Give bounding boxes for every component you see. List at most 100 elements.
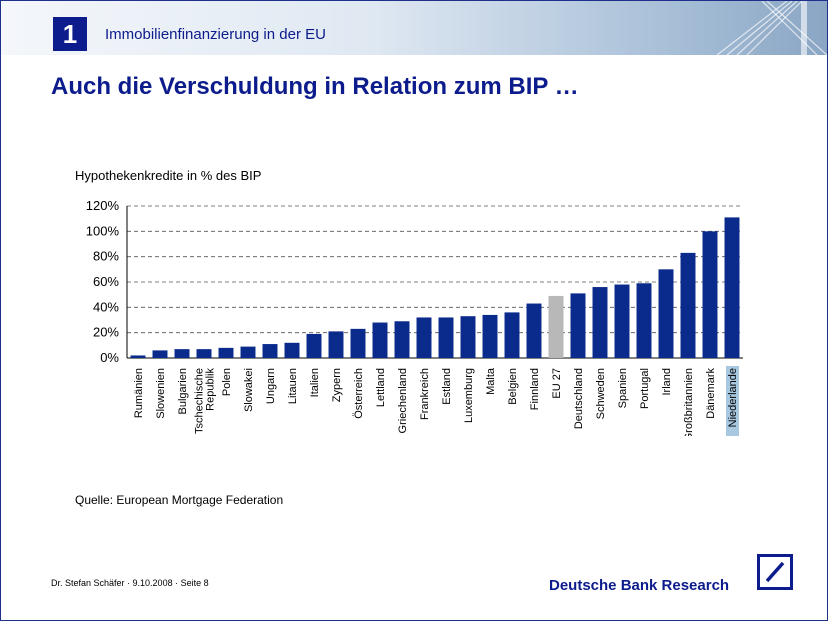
x-tick-label: Finnland <box>529 368 541 410</box>
bar <box>636 283 652 358</box>
x-tick-label: Dänemark <box>705 368 717 419</box>
x-tick-label-line: Polen <box>221 368 233 396</box>
x-tick-label: Niederlande <box>726 366 739 436</box>
bar <box>174 349 190 358</box>
x-tick-label-line: Republik <box>205 368 217 411</box>
header-bridge-graphic <box>717 1 827 55</box>
bar <box>614 284 630 358</box>
x-tick-label: Luxemburg <box>463 368 475 423</box>
x-tick-label-line: EU 27 <box>551 368 563 399</box>
bar <box>658 269 674 358</box>
x-tick-label: Schweden <box>595 368 607 419</box>
bar <box>482 314 498 358</box>
x-tick-label: Deutschland <box>573 368 585 429</box>
source-note: Quelle: European Mortgage Federation <box>75 493 284 507</box>
bar <box>702 231 718 358</box>
bar <box>306 333 322 358</box>
y-tick-label: 0% <box>100 350 119 365</box>
bar <box>284 342 300 358</box>
x-tick-label: Lettland <box>375 368 387 407</box>
x-tick-label-line: Lettland <box>375 368 387 407</box>
bar <box>262 344 278 358</box>
bar <box>460 316 476 358</box>
bar <box>592 287 608 358</box>
x-tick-label: Portugal <box>639 368 651 409</box>
x-tick-label-line: Zypern <box>331 368 343 402</box>
y-tick-label: 100% <box>86 223 120 238</box>
x-tick-label: Tschechische Republik <box>194 368 217 435</box>
x-tick-label-line: Schweden <box>595 368 607 419</box>
bar <box>152 350 168 358</box>
x-tick-label: Estland <box>441 368 453 405</box>
x-tick-label-line: Spanien <box>617 368 629 408</box>
section-title: Immobilienfinanzierung in der EU <box>105 26 326 43</box>
x-tick-label-line: Italien <box>309 368 321 397</box>
page-title: Auch die Verschuldung in Relation zum BI… <box>51 73 579 100</box>
bar <box>724 217 740 358</box>
bar <box>394 321 410 358</box>
y-tick-label: 20% <box>93 325 119 340</box>
x-tick-label-line: Tschechische <box>194 368 206 434</box>
x-tick-label-line: Großbritannien <box>683 368 695 436</box>
x-tick-label-line: Dänemark <box>705 368 717 419</box>
x-tick-label-line: Niederlande <box>727 368 739 427</box>
x-tick-label: Frankreich <box>419 368 431 420</box>
x-tick-label: Malta <box>485 367 497 395</box>
bar <box>438 317 454 358</box>
footer-author: Dr. Stefan Schäfer · 9.10.2008 · Seite 8 <box>51 578 209 588</box>
x-tick-label-line: Litauen <box>287 368 299 404</box>
x-tick-label-line: Malta <box>485 367 497 395</box>
bar <box>328 331 344 358</box>
x-tick-label-line: Luxemburg <box>463 368 475 423</box>
bar <box>548 295 564 358</box>
x-tick-label-line: Estland <box>441 368 453 405</box>
y-tick-label: 60% <box>93 274 119 289</box>
brand-name: Deutsche Bank Research <box>549 577 730 594</box>
section-number-box: 1 <box>53 17 87 51</box>
x-tick-label-line: Frankreich <box>419 368 431 420</box>
x-tick-label: Italien <box>309 368 321 397</box>
x-tick-label-line: Finnland <box>529 368 541 410</box>
bar <box>526 303 542 358</box>
x-tick-label-line: Deutschland <box>573 368 585 429</box>
x-tick-label: Rumänien <box>133 368 145 418</box>
x-tick-label-line: Rumänien <box>133 368 145 418</box>
bar <box>504 312 520 358</box>
x-tick-label: Großbritannien <box>683 368 695 436</box>
bar <box>240 346 256 358</box>
x-tick-label: Polen <box>221 368 233 396</box>
x-tick-label: Litauen <box>287 368 299 404</box>
x-tick-label: Slowakei <box>243 368 255 412</box>
x-tick-label: Belgien <box>507 368 519 405</box>
deutsche-bank-logo-icon <box>757 554 793 590</box>
chart-title: Hypothekenkredite in % des BIP <box>75 168 262 183</box>
x-tick-label: Österreich <box>353 368 365 419</box>
x-tick-label-line: Österreich <box>353 368 365 419</box>
x-tick-label: EU 27 <box>551 368 563 399</box>
bar <box>130 355 146 358</box>
x-tick-label-line: Portugal <box>639 368 651 409</box>
y-tick-label: 120% <box>86 198 120 213</box>
y-tick-label: 80% <box>93 249 119 264</box>
x-tick-label-line: Slowenien <box>155 368 167 419</box>
x-tick-label-line: Belgien <box>507 368 519 405</box>
x-tick-label-line: Griechenland <box>397 368 409 433</box>
x-tick-label-line: Slowakei <box>243 368 255 412</box>
x-tick-label: Griechenland <box>397 368 409 433</box>
x-tick-label: Ungarn <box>265 368 277 404</box>
bar <box>218 347 234 358</box>
bar <box>372 322 388 358</box>
bar <box>196 349 212 358</box>
x-tick-label-line: Bulgarien <box>177 368 189 414</box>
x-tick-label: Spanien <box>617 368 629 408</box>
bar <box>570 293 586 358</box>
y-tick-label: 40% <box>93 299 119 314</box>
x-tick-label-line: Ungarn <box>265 368 277 404</box>
x-tick-label: Irland <box>661 368 673 396</box>
header-band <box>1 1 827 55</box>
x-tick-label: Slowenien <box>155 368 167 419</box>
x-tick-label: Bulgarien <box>177 368 189 414</box>
highlight-label-background <box>726 366 739 436</box>
bar <box>416 317 432 358</box>
